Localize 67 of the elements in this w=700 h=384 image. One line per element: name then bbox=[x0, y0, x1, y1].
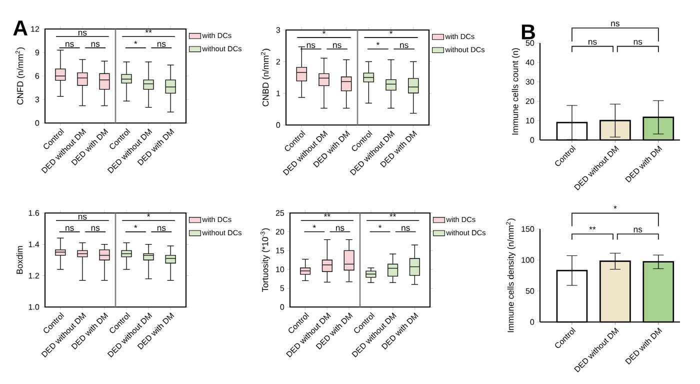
annotation: ** bbox=[390, 214, 396, 217]
annotation: ns bbox=[157, 226, 166, 231]
annotation: ns bbox=[91, 42, 100, 47]
y-axis-title: CNBD (n/mm$^{2}$) bbox=[260, 48, 270, 106]
y-tick-label: 1.4 bbox=[28, 242, 40, 248]
y-axis-title: Boxdim bbox=[16, 246, 23, 274]
annotation: ns bbox=[588, 40, 597, 45]
annotation: ns bbox=[400, 43, 408, 48]
annotation: ns bbox=[402, 226, 410, 231]
annotation: * bbox=[322, 30, 326, 34]
annotation: ns bbox=[336, 226, 344, 231]
y-tick-label: 0 bbox=[35, 120, 40, 126]
y-tick-label: 0 bbox=[530, 319, 534, 325]
annotation: ** bbox=[145, 30, 152, 33]
y-tick-label: 10 bbox=[276, 266, 284, 272]
y-tick-label: 3 bbox=[276, 27, 280, 33]
y-tick-label: 10 bbox=[526, 118, 534, 124]
annotation: ns bbox=[66, 226, 74, 231]
annotation: * bbox=[134, 40, 138, 44]
y-tick-label: 6 bbox=[35, 73, 40, 79]
y-tick-label: 150 bbox=[522, 226, 534, 232]
y-tick-label: 25 bbox=[276, 210, 284, 216]
y-tick-label: 30 bbox=[526, 78, 534, 85]
y-tick-label: 40 bbox=[526, 60, 534, 66]
annotation: ns bbox=[634, 40, 642, 45]
annotation: ** bbox=[589, 226, 596, 230]
y-axis-title: CNFD (n/mm$^{2}$) bbox=[16, 48, 25, 105]
y-tick-label: 50 bbox=[526, 40, 534, 46]
y-tick-label: 100 bbox=[522, 257, 534, 263]
annotation: ns bbox=[333, 43, 342, 48]
chart-title: A bbox=[13, 20, 28, 36]
annotation: * bbox=[378, 224, 382, 228]
y-tick-label: 20 bbox=[526, 98, 534, 104]
y-axis-title: Tortuosity (*10$^{-3}$) bbox=[260, 228, 270, 292]
y-tick-label: 15 bbox=[276, 248, 284, 254]
annotation: ** bbox=[324, 214, 330, 217]
annotation: ns bbox=[634, 228, 642, 232]
chart-title: B bbox=[522, 24, 535, 40]
annotation: ns bbox=[91, 226, 100, 231]
text: ns bbox=[611, 22, 620, 26]
annotation: ns bbox=[78, 214, 87, 220]
y-tick-label: 1.6 bbox=[28, 210, 40, 216]
annotation: ns bbox=[157, 42, 166, 47]
y-tick-label: 3 bbox=[35, 96, 40, 102]
y-tick-label: 0 bbox=[280, 304, 284, 310]
y-tick-label: 2 bbox=[276, 58, 280, 64]
y-tick-label: 50 bbox=[526, 288, 534, 294]
y-tick-label: 0 bbox=[276, 122, 280, 128]
y-tick-label: 0 bbox=[530, 137, 534, 143]
annotation: * bbox=[134, 224, 138, 228]
annotation: * bbox=[376, 42, 380, 46]
y-tick-label: 5 bbox=[280, 285, 284, 291]
annotation: ns bbox=[306, 43, 316, 48]
annotation: * bbox=[389, 30, 393, 34]
y-tick-label: 9 bbox=[35, 50, 40, 56]
y-axis-title: Immune cells count (n) bbox=[512, 48, 520, 135]
y-tick-label: 1.2 bbox=[28, 272, 40, 278]
y-tick-label: 1.0 bbox=[28, 304, 40, 310]
annotation: * bbox=[312, 224, 316, 228]
annotation: ns bbox=[78, 30, 87, 36]
y-tick-label: 12 bbox=[31, 26, 40, 32]
annotation: * bbox=[147, 214, 150, 217]
y-axis-title: Immune cells density (n/mm$^{2}$) bbox=[506, 218, 516, 332]
y-tick-label: 20 bbox=[276, 228, 284, 235]
annotation: ns bbox=[66, 42, 74, 47]
text: * bbox=[614, 206, 617, 209]
y-tick-label: 1 bbox=[276, 90, 280, 96]
